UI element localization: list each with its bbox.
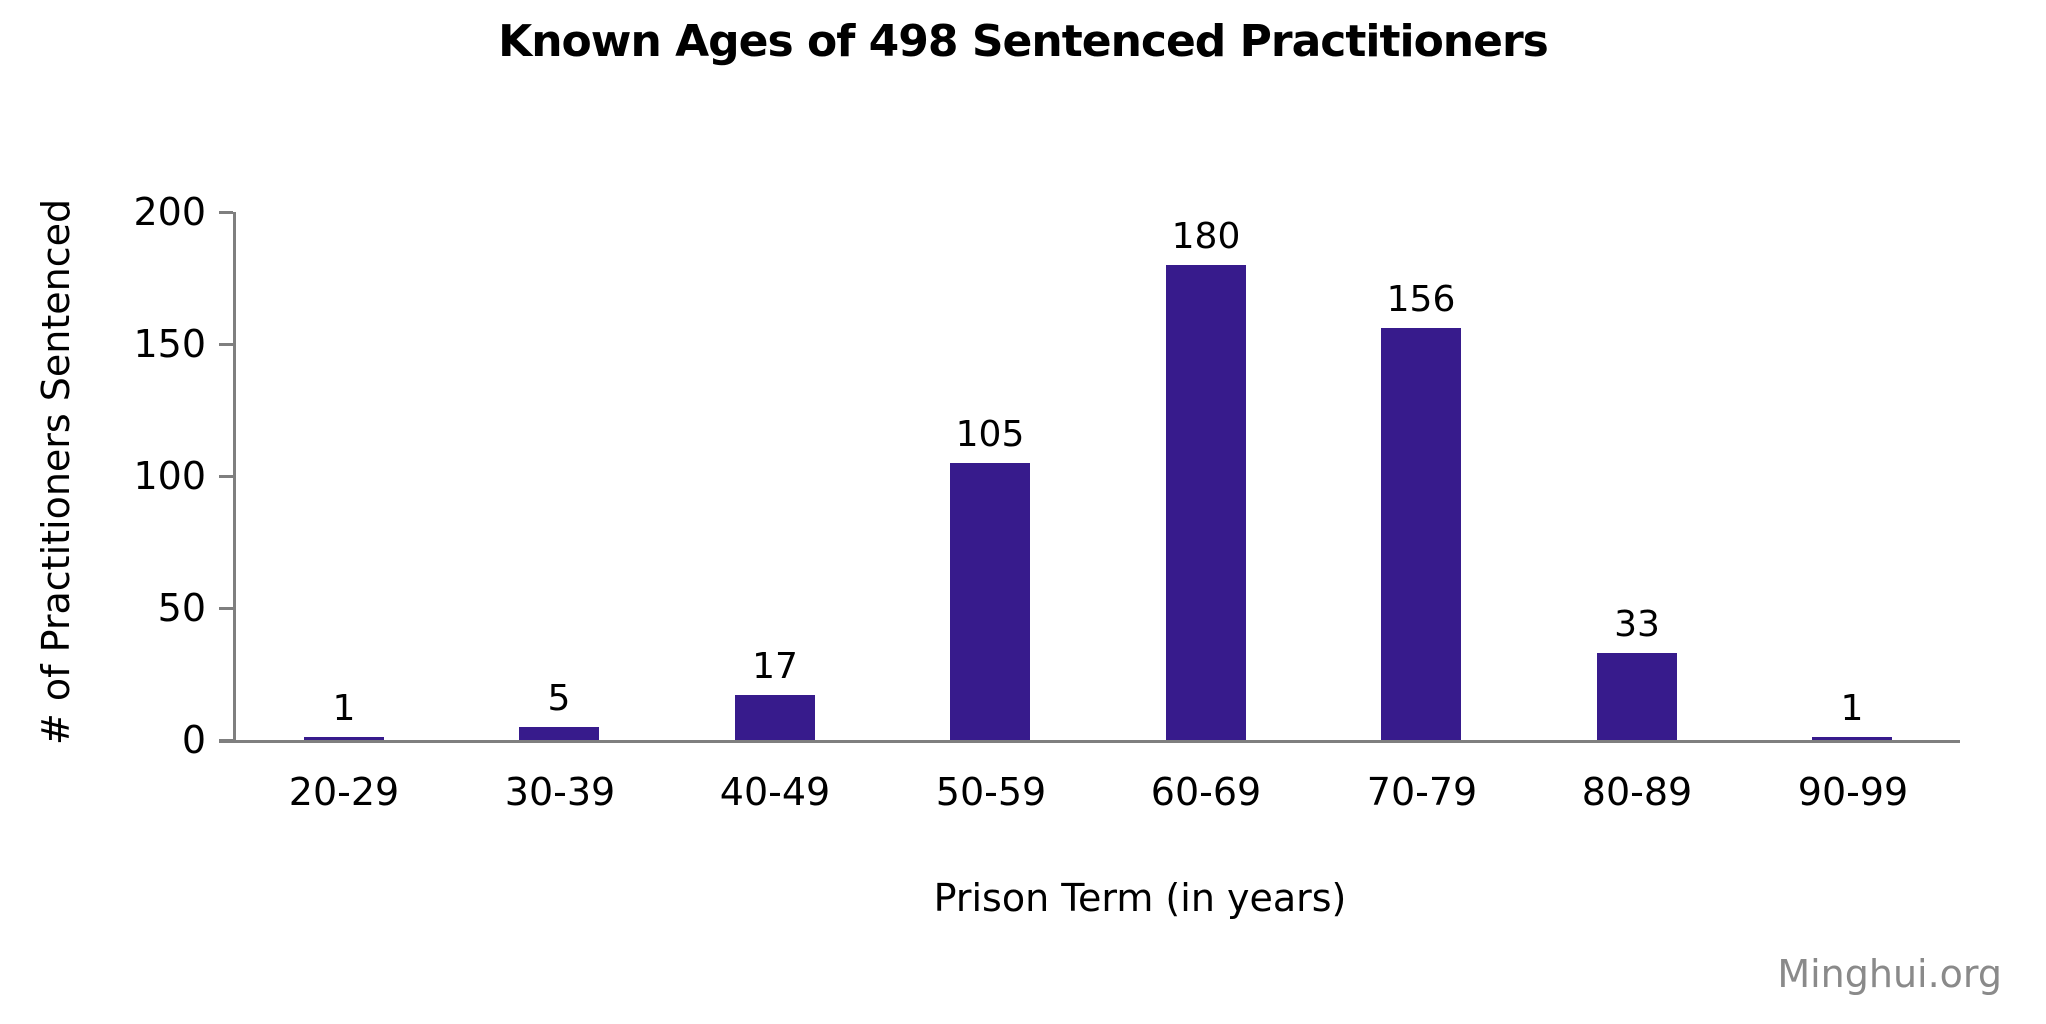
x-tick-label: 30-39 (504, 770, 616, 814)
x-tick-label: 70-79 (1366, 770, 1478, 814)
y-tick-label: 50 (157, 586, 206, 630)
y-axis-line (233, 212, 236, 743)
y-tick-label: 0 (181, 718, 206, 762)
bar-value-label: 180 (1171, 216, 1241, 257)
y-tick-label: 200 (133, 190, 206, 234)
x-axis-line (219, 740, 1960, 743)
x-tick-label: 90-99 (1797, 770, 1909, 814)
bar-value-label: 5 (547, 678, 571, 719)
bar-value-label: 1 (1840, 688, 1864, 729)
y-tick-mark (219, 739, 233, 742)
bar-80-89 (1597, 653, 1677, 740)
bar-50-59 (950, 463, 1030, 740)
y-tick-mark (219, 211, 233, 214)
y-tick-mark (219, 343, 233, 346)
bar-value-label: 17 (752, 646, 798, 687)
bar-90-99 (1812, 737, 1892, 740)
x-tick-label: 20-29 (288, 770, 400, 814)
x-tick-label: 40-49 (719, 770, 831, 814)
x-tick-label: 60-69 (1150, 770, 1262, 814)
y-tick-mark (219, 607, 233, 610)
bar-30-39 (519, 727, 599, 740)
watermark: Minghui.org (1777, 952, 2002, 996)
y-tick-label: 100 (133, 454, 206, 498)
bar-60-69 (1166, 265, 1246, 740)
x-tick-label: 50-59 (935, 770, 1047, 814)
y-tick-label: 150 (133, 322, 206, 366)
bar-value-label: 105 (955, 414, 1025, 455)
bar-70-79 (1381, 328, 1461, 740)
bar-value-label: 156 (1386, 279, 1456, 320)
y-tick-mark (219, 475, 233, 478)
bar-40-49 (735, 695, 815, 740)
x-tick-label: 80-89 (1581, 770, 1693, 814)
x-axis-title: Prison Term (in years) (933, 876, 1347, 920)
chart-title: Known Ages of 498 Sentenced Practitioner… (498, 16, 1549, 67)
bar-20-29 (304, 737, 384, 740)
bar-value-label: 33 (1614, 604, 1660, 645)
bar-value-label: 1 (332, 688, 356, 729)
